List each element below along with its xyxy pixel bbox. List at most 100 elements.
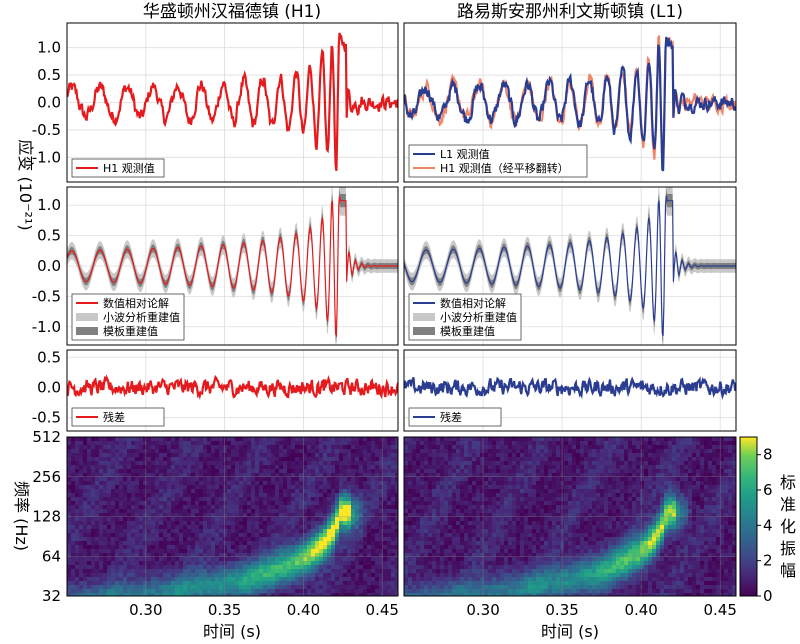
heatmap-cell (375, 513, 380, 518)
heatmap-cell (436, 545, 441, 550)
heatmap-cell (247, 513, 252, 518)
heatmap-cell (195, 529, 200, 534)
heatmap-cell (484, 561, 489, 566)
heatmap-cell (255, 493, 260, 498)
heatmap-cell (179, 541, 184, 546)
heatmap-cell (347, 589, 352, 594)
heatmap-cell (339, 445, 344, 450)
heatmap-cell (508, 557, 513, 562)
heatmap-cell (211, 453, 216, 458)
heatmap-cell (387, 549, 392, 554)
heatmap-cell (75, 493, 80, 498)
heatmap-cell (147, 473, 152, 478)
heatmap-cell (155, 465, 160, 470)
heatmap-cell (103, 437, 108, 442)
heatmap-cell (520, 445, 525, 450)
heatmap-cell (387, 541, 392, 546)
heatmap-cell (247, 533, 252, 538)
heatmap-cell (359, 581, 364, 586)
heatmap-cell (67, 589, 72, 594)
heatmap-cell (227, 581, 232, 586)
heatmap-cell (444, 497, 449, 502)
heatmap-cell (359, 565, 364, 570)
heatmap-cell (291, 573, 296, 578)
heatmap-cell (255, 573, 260, 578)
heatmap-cell (291, 457, 296, 462)
heatmap-cell (295, 557, 300, 562)
heatmap-cell (351, 565, 356, 570)
heatmap-cell (492, 569, 497, 574)
heatmap-cell (468, 537, 473, 542)
heatmap-cell (315, 521, 320, 526)
heatmap-cell (71, 461, 76, 466)
heatmap-cell (183, 453, 188, 458)
heatmap-cell (275, 553, 280, 558)
heatmap-cell (544, 505, 549, 510)
heatmap-cell (307, 537, 312, 542)
heatmap-cell (444, 437, 449, 442)
heatmap-cell (71, 441, 76, 446)
heatmap-cell (420, 493, 425, 498)
heatmap-cell (139, 445, 144, 450)
heatmap-cell (428, 537, 433, 542)
heatmap-cell (163, 509, 168, 514)
heatmap-cell (408, 521, 413, 526)
heatmap-cell (484, 517, 489, 522)
heatmap-cell (432, 549, 437, 554)
heatmap-cell (444, 505, 449, 510)
heatmap-cell (87, 497, 92, 502)
heatmap-cell (311, 529, 316, 534)
heatmap-cell (235, 525, 240, 530)
heatmap-cell (395, 517, 398, 522)
heatmap-cell (412, 453, 417, 458)
heatmap-cell (307, 593, 312, 596)
heatmap-cell (375, 533, 380, 538)
heatmap-cell (163, 561, 168, 566)
heatmap-cell (71, 545, 76, 550)
heatmap-cell (331, 577, 336, 582)
heatmap-cell (291, 557, 296, 562)
heatmap-cell (339, 501, 344, 506)
heatmap-cell (448, 453, 453, 458)
heatmap-cell (311, 445, 316, 450)
heatmap-cell (391, 561, 396, 566)
heatmap-cell (544, 449, 549, 454)
heatmap-cell (480, 525, 485, 530)
heatmap-cell (496, 573, 501, 578)
heatmap-cell (175, 445, 180, 450)
heatmap-cell (179, 569, 184, 574)
heatmap-cell (416, 481, 421, 486)
heatmap-cell (175, 565, 180, 570)
heatmap-cell (127, 501, 132, 506)
heatmap-cell (115, 437, 120, 442)
heatmap-cell (520, 517, 525, 522)
heatmap-cell (428, 593, 433, 596)
heatmap-cell (540, 553, 545, 558)
heatmap-cell (151, 525, 156, 530)
heatmap-cell (307, 577, 312, 582)
heatmap-cell (544, 537, 549, 542)
heatmap-cell (119, 549, 124, 554)
heatmap-cell (223, 521, 228, 526)
heatmap-cell (343, 553, 348, 558)
heatmap-cell (432, 453, 437, 458)
heatmap-cell (171, 481, 176, 486)
heatmap-cell (219, 565, 224, 570)
heatmap-cell (516, 565, 521, 570)
heatmap-cell (227, 445, 232, 450)
heatmap-cell (512, 481, 517, 486)
heatmap-cell (75, 569, 80, 574)
heatmap-cell (339, 497, 344, 502)
heatmap-cell (195, 581, 200, 586)
heatmap-cell (103, 489, 108, 494)
heatmap-cell (151, 481, 156, 486)
heatmap-cell (159, 497, 164, 502)
heatmap-cell (472, 469, 477, 474)
heatmap-cell (496, 493, 501, 498)
heatmap-cell (111, 589, 116, 594)
heatmap-cell (492, 549, 497, 554)
heatmap-cell (195, 445, 200, 450)
heatmap-cell (71, 509, 76, 514)
heatmap-cell (75, 489, 80, 494)
heatmap-cell (171, 561, 176, 566)
